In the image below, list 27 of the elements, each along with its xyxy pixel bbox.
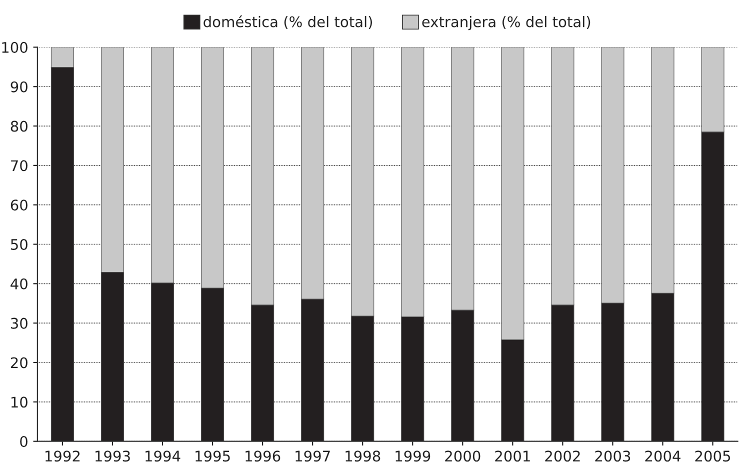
y-tick-label: 90: [10, 81, 28, 92]
x-tick-label: 2005: [695, 450, 730, 462]
x-tick-label: 2002: [545, 450, 580, 462]
y-tick-label: 80: [10, 120, 28, 132]
x-tick-label: 1997: [296, 450, 330, 462]
x-tick-label: 2001: [495, 450, 530, 462]
x-tick-label: 1993: [96, 450, 130, 462]
y-tick-label: 10: [11, 396, 28, 408]
x-tick-label: 1998: [346, 450, 380, 462]
x-tick-label: 2003: [595, 450, 630, 462]
y-tick-label: 100: [2, 42, 28, 53]
x-tick-label: 1996: [246, 450, 280, 462]
y-tick-label: 0: [20, 436, 28, 448]
x-tick-label: 1995: [196, 450, 230, 462]
x-tick-label: 1992: [46, 450, 80, 462]
legend-label: extranjera (% del total): [422, 16, 590, 30]
x-tick-label: 1994: [146, 450, 180, 462]
legend-label: doméstica (% del total): [204, 15, 372, 30]
y-tick-label: 70: [11, 160, 28, 172]
y-tick-label: 20: [10, 357, 28, 368]
y-tick-label: 50: [10, 238, 28, 250]
y-tick-label: 60: [10, 200, 28, 211]
y-tick-label: 40: [10, 278, 28, 290]
x-tick-label: 2004: [645, 450, 680, 462]
x-tick-label: 2000: [445, 450, 480, 462]
x-tick-label: 1999: [396, 450, 430, 462]
y-tick-label: 30: [10, 318, 28, 329]
